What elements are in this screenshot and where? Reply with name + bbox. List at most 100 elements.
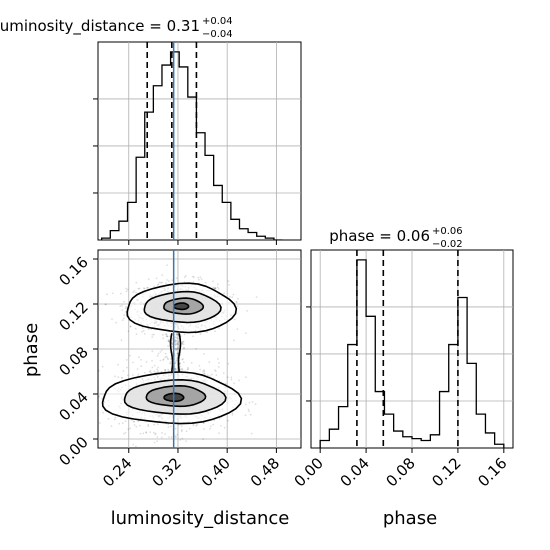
sample-point [156,284,159,286]
sample-point [175,349,177,351]
sample-point [202,370,204,373]
sample-point [161,274,164,276]
sample-point [147,423,150,426]
sample-point [143,287,146,290]
sample-point [230,376,233,379]
sample-point [125,290,128,293]
sample-point [245,376,247,379]
sample-point [151,336,154,338]
sample-point [141,327,144,329]
sample-point [165,355,168,358]
sample-point [212,280,214,283]
sample-point [150,371,152,374]
sample-point [183,276,186,279]
x-axis-label-phase: phase [383,508,437,529]
sample-point [142,287,145,290]
sample-point [137,420,140,422]
x-tick-label-phase: 0.00 [291,454,327,490]
sample-point [249,413,252,416]
sample-point [117,376,120,379]
sample-point [190,362,193,364]
sample-point [216,283,219,286]
sample-point [218,417,221,420]
x-tick-label-luminosity-distance: 0.24 [99,454,135,490]
y-axis-label-phase: phase [21,323,42,377]
sample-point [214,369,216,371]
sample-point [154,432,157,435]
sample-point [126,366,128,369]
sample-point [160,349,163,352]
sample-point [164,433,167,435]
sample-point [154,433,157,436]
sample-point [174,367,177,370]
sample-point [125,359,128,361]
sample-point [170,357,172,360]
y-tick-label-phase: 0.16 [55,253,91,289]
sample-point [208,361,211,364]
sample-point [162,358,165,361]
sample-point [121,377,124,379]
sample-point [181,342,184,344]
luminosity-distance-title-err-plus: +0.04 [202,16,233,27]
sample-point [160,436,163,439]
sample-point [212,286,215,289]
sample-point [218,327,220,329]
sample-point [167,340,170,343]
sample-point [111,318,113,320]
histogram-step-phase [319,259,505,448]
sample-point [179,365,182,368]
sample-point [174,344,177,346]
sample-point [255,296,258,298]
sample-point [230,378,233,381]
sample-point [147,328,150,330]
sample-point [153,370,156,373]
sample-point [176,357,179,360]
sample-point [174,362,177,364]
sample-point [153,333,155,336]
sample-point [181,340,184,343]
sample-point [203,428,205,430]
sample-point [198,278,200,281]
sample-point [200,278,203,280]
sample-point [102,411,104,414]
sample-point [215,374,218,377]
sample-point [181,342,183,344]
sample-point [137,287,140,290]
sample-point [238,379,241,382]
sample-point [192,335,195,338]
sample-point [206,374,209,377]
sample-point [104,303,107,306]
sample-point [214,330,216,333]
sample-point [182,347,185,350]
sample-point [156,436,159,438]
sample-point [171,343,174,345]
sample-point [174,427,177,430]
sample-point [174,340,177,342]
sample-point [203,370,206,373]
sample-point [168,436,171,438]
sample-point [165,335,168,337]
sample-point [196,424,199,426]
sample-point [147,286,149,289]
sample-point [157,283,160,286]
sample-point [167,345,169,347]
sample-point [177,341,180,344]
sample-point [174,336,177,339]
sample-point [158,281,161,284]
sample-point [233,318,236,321]
sample-point [133,420,136,423]
x-tick-label-phase: 0.12 [428,454,464,490]
sample-point [161,281,163,284]
sample-point [187,366,189,369]
sample-point [132,420,135,423]
sample-point [166,357,169,360]
sample-point [175,333,178,335]
sample-point [98,422,101,424]
x-tick-label-phase: 0.08 [382,454,418,490]
sample-point [176,433,179,436]
sample-point [232,293,235,296]
sample-point [167,358,170,361]
sample-point [156,423,159,426]
sample-point [118,422,121,425]
sample-point [147,278,150,281]
